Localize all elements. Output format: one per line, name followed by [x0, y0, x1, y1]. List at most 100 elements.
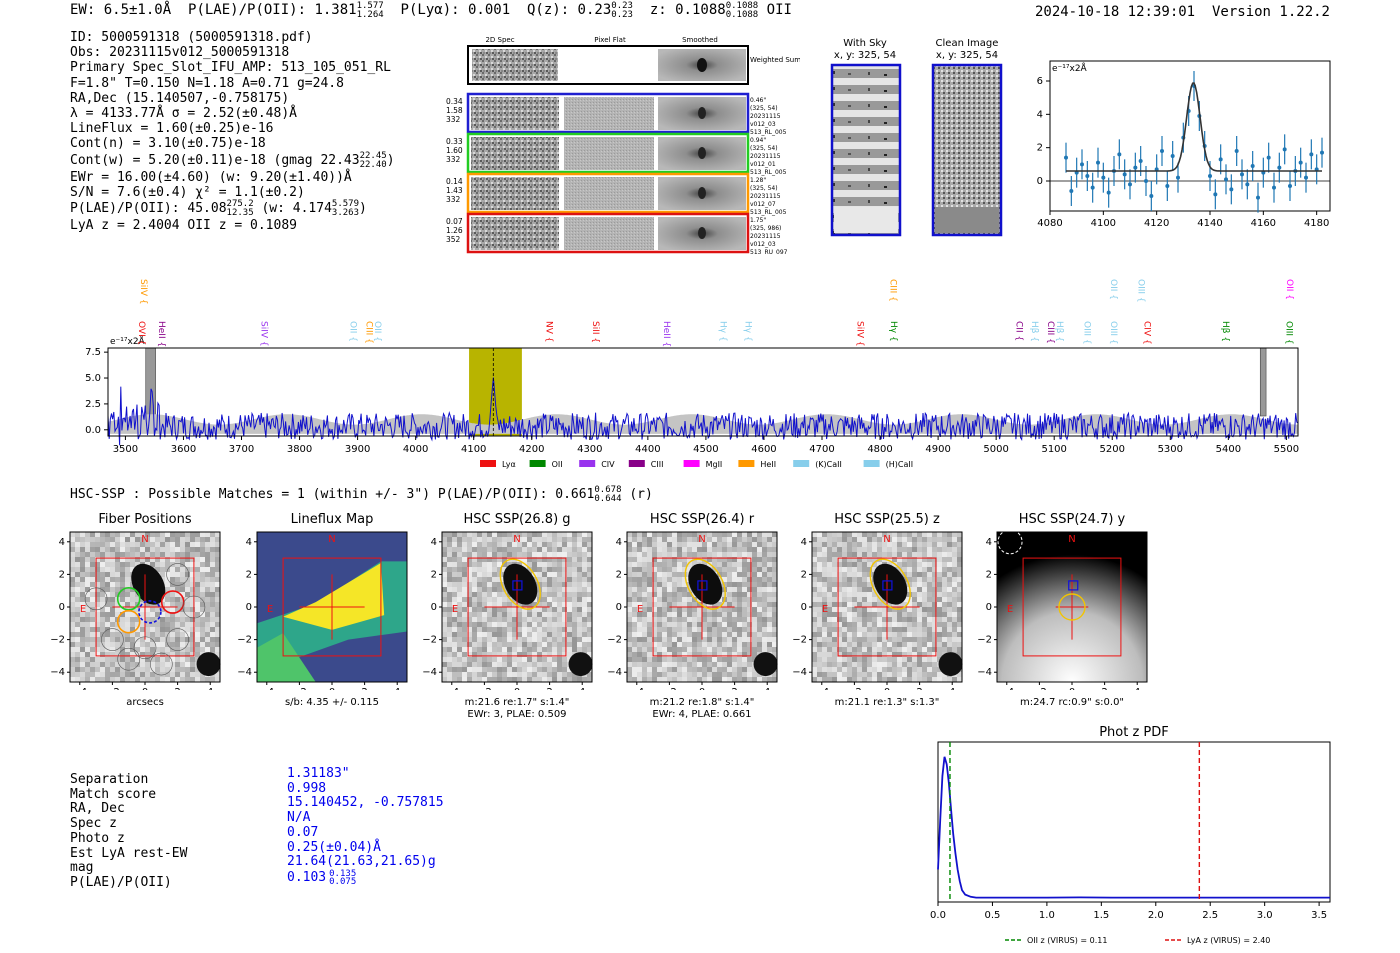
info-fline: F=1.8" T=0.150 N=1.18 A=0.71 g=24.8 [70, 75, 344, 91]
spectrum-xtick-label: 5300 [1158, 444, 1183, 455]
panel-xtick-label: 2 [546, 687, 552, 690]
spectrum-xtick-label: 4000 [403, 444, 428, 455]
panel-ytick-label: 2 [246, 569, 252, 580]
compass-n: N [883, 534, 890, 545]
legend-label: (K)CaII [815, 460, 842, 469]
info-id: ID: 5000591318 (5000591318.pdf) [70, 30, 313, 45]
separation-label: Est LyA rest-EW [70, 845, 188, 861]
header-qz-lo: 0.23 [611, 10, 633, 20]
hsc-summary: HSC-SSP : Possible Matches = 1 (within +… [70, 486, 653, 504]
info-lineflux: LineFlux = 1.60(±0.25)e-16 [70, 121, 274, 137]
panel-xtick-label: 0 [884, 687, 890, 690]
info-plae-w: (w: 4.174 [261, 201, 332, 217]
legend-label: CIII [651, 460, 664, 469]
zoom-data-point [1213, 192, 1218, 197]
cutout-row-meta: 1.75" [750, 217, 766, 224]
info-gmag-hi: 22.45 [359, 150, 387, 161]
spectrum-xtick-label: 4100 [461, 444, 486, 455]
spectrum-line-marker: OII { [1284, 279, 1294, 300]
timestamp: 2024-10-18 12:39:01 [1034, 4, 1196, 20]
spectrum-xtick-label: 4500 [693, 444, 718, 455]
cutout-row-stat: 0.34 [446, 97, 463, 106]
panel-xtick-label: −4 [999, 687, 1014, 690]
compass-n: N [141, 534, 148, 545]
cutout-row-meta: v012_03 [750, 241, 776, 248]
panel-xtick-label: 4 [579, 687, 585, 690]
spectrum-xtick-label: 3800 [287, 444, 312, 455]
clean-image-xy: x, y: 325, 54 [935, 50, 999, 61]
compass-n: N [328, 534, 335, 545]
pdf-legend-label: LyA z (VIRUS) = 2.40 [1187, 936, 1270, 945]
fiber-circle [116, 587, 141, 611]
image-panel: Lineflux Map [257, 512, 407, 527]
legend-swatch [863, 460, 880, 467]
spectrum-line-marker: OII { [348, 321, 358, 342]
zoom-data-point [1304, 175, 1308, 180]
legend-label: MgII [706, 460, 723, 469]
cutout-grid: 2D Spec Pixel Flat Smoothed Weighted Sum… [446, 36, 800, 255]
info-plae-lo: 12.35 [226, 208, 254, 219]
spectrum-line-marker: OIII { [1283, 321, 1293, 345]
spectrum-line-marker: CIV { [1141, 321, 1151, 345]
panel-ytick-label: −4 [237, 667, 252, 678]
separation-label: P(LAE)/P(OII) [70, 874, 172, 890]
image-panel-caption-line: s/b: 4.35 +/- 0.115 [284, 697, 380, 708]
with-sky-panel: With Sky x, y: 325, 54 [820, 38, 910, 62]
spectrum-xtick-label: 4200 [519, 444, 544, 455]
spectrum-xtick-label: 3900 [345, 444, 370, 455]
zoom-ytick-label: 2 [1037, 143, 1043, 154]
match-marker [1068, 580, 1079, 591]
spectrum-line-marker: SiIV { [138, 279, 148, 305]
panel-xtick-label: −4 [259, 687, 274, 690]
header-ew: EW: 6.5±1.0Å [70, 2, 172, 18]
spectrum-line-marker: NV { [543, 321, 553, 342]
info-plae-w-lo: 3.263 [331, 208, 360, 219]
spectrum-line-marker: HeII { [661, 321, 671, 347]
zoom-data-point [1064, 155, 1068, 160]
zoom-data-point [1069, 189, 1074, 193]
panel-ytick-label: −2 [792, 635, 807, 646]
spectrum-line-marker: Hβ { [1029, 321, 1039, 342]
image-panel-canvas: N E −4 −4 −2 −2 0 0 2 2 4 4 [422, 531, 593, 690]
separation-value: 0.07 [287, 824, 319, 840]
zoom-data-point [1160, 149, 1164, 153]
clean-image-panel: Clean Image x, y: 325, 54 [922, 38, 1012, 62]
image-panel-canvas: N E −4 −4 −2 −2 0 0 2 2 4 4 [977, 530, 1148, 690]
legend-label: OII [552, 460, 563, 469]
hsc-band: (r) [629, 487, 653, 502]
cutout-row-stat: 1.26 [446, 226, 463, 235]
zoom-data-point [1128, 182, 1132, 187]
panel-xtick-label: 2 [916, 687, 922, 690]
zoom-gaussian-fit [1066, 82, 1322, 172]
cutout-row-meta: 513_RU_097 [750, 249, 788, 255]
panel-xtick-label: −2 [105, 687, 120, 690]
image-panel-canvas: N E −4 −4 −2 −2 0 0 2 2 4 4 [607, 531, 778, 690]
hsc-plae-lo: 0.644 [594, 494, 622, 504]
zoom-data-point [1250, 164, 1255, 168]
info-obs: Obs: 20231115v012_5000591318 [70, 45, 290, 61]
cutout-row-stat: 1.43 [446, 186, 463, 195]
zoom-data-point [1144, 179, 1148, 183]
panel-xtick-label: −4 [629, 687, 644, 690]
separation-value: 15.140452, -0.757815 [287, 795, 444, 811]
legend-label: CIV [601, 460, 615, 469]
cutout-row-stat: 0.14 [446, 177, 463, 186]
zoom-data-point [1234, 149, 1239, 153]
panel-ytick-label: −2 [50, 635, 65, 646]
source-ellipse [869, 558, 911, 610]
zoom-data-point [1101, 175, 1106, 180]
image-panel-caption: m:24.7 rc:0.9" s:0.0" [997, 697, 1147, 709]
cutout-row-meta: (325, 986) [750, 225, 781, 232]
zoom-data-point [1165, 184, 1170, 188]
timestamp-version: 2024-10-18 12:39:01 Version 1.22.2 [1035, 4, 1330, 20]
panel-ytick-label: −4 [422, 667, 437, 678]
zoom-xtick-label: 4120 [1144, 218, 1169, 229]
spectrum-line-marker: CIII { [363, 321, 373, 344]
info-contw: Cont(w) = 5.20(±0.11)e-18 (gmag 22.43 22.… [70, 150, 395, 170]
panel-xtick-label: 4 [207, 687, 213, 690]
cutout-row-meta: 513_RL_005 [750, 129, 787, 136]
separation-plae-limits: 0.135 0.075 [329, 869, 356, 886]
clean-image [931, 63, 1003, 237]
panel-ytick-label: −2 [607, 635, 622, 646]
